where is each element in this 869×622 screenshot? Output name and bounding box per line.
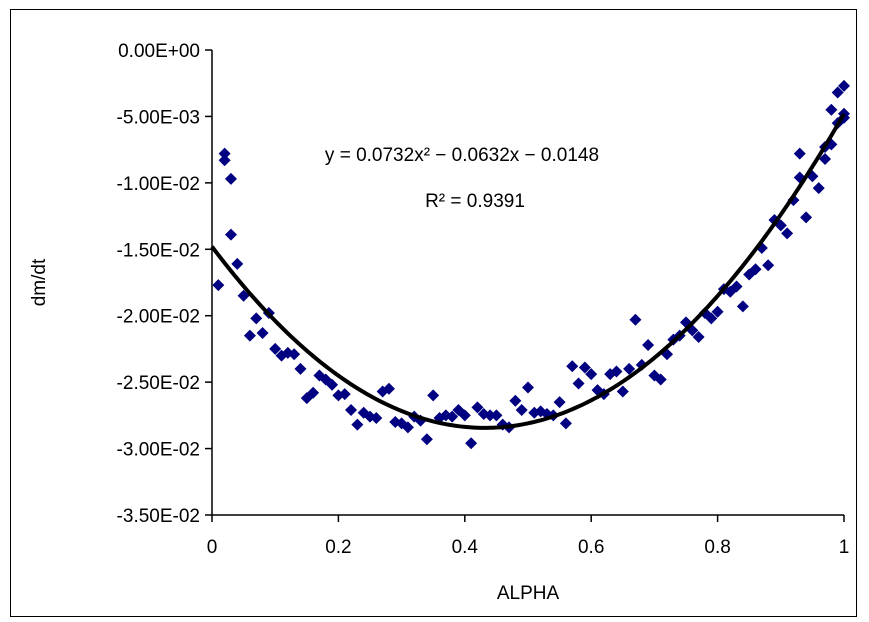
data-point [427, 389, 440, 402]
data-point [559, 417, 572, 430]
data-point [269, 342, 282, 355]
data-point [465, 437, 478, 450]
data-point [509, 394, 522, 407]
data-point [692, 330, 705, 343]
data-point [490, 409, 503, 422]
data-point [250, 312, 263, 325]
data-point [781, 227, 794, 240]
data-point [610, 365, 623, 378]
data-point [749, 263, 762, 276]
x-tick-label: 0.6 [578, 537, 604, 558]
data-point [231, 257, 244, 270]
data-point [243, 329, 256, 342]
data-point [370, 412, 383, 425]
y-tick-label: -3.00E-02 [117, 440, 200, 461]
data-point [212, 279, 225, 292]
y-tick-label: -1.00E-02 [117, 174, 200, 195]
data-point [446, 410, 459, 423]
data-point [736, 300, 749, 313]
x-axis-title: ALPHA [497, 583, 560, 604]
x-tick-label: 0 [207, 537, 218, 558]
tick-labels: 0.00E+00 -5.00E-03 -1.00E-02 -1.50E-02 -2.00… [117, 41, 850, 558]
data-point [793, 147, 806, 160]
data-point [351, 418, 364, 431]
data-point [420, 433, 433, 446]
x-tick-label: 0.2 [325, 537, 351, 558]
data-point [642, 338, 655, 351]
data-point [774, 219, 787, 232]
data-point [382, 382, 395, 395]
data-point [585, 368, 598, 381]
data-point [218, 154, 231, 167]
data-point [629, 313, 642, 326]
data-point [572, 377, 585, 390]
y-tick-label: -3.50E-02 [117, 506, 200, 527]
axes [205, 49, 845, 522]
data-point [819, 152, 832, 165]
data-point [237, 289, 250, 302]
data-point [484, 409, 497, 422]
data-point [288, 348, 301, 361]
data-point [218, 147, 231, 160]
data-point [294, 362, 307, 375]
data-point [578, 361, 591, 374]
y-tick-label: -2.00E-02 [117, 307, 200, 328]
data-point [471, 401, 484, 414]
data-point [623, 362, 636, 375]
data-point [256, 326, 269, 339]
data-point [224, 172, 237, 185]
x-tick-label: 0.4 [452, 537, 479, 558]
data-point [825, 103, 838, 116]
data-point [730, 280, 743, 293]
data-point [458, 409, 471, 422]
data-point [654, 373, 667, 386]
data-point [800, 211, 813, 224]
trendline-equation: y = 0.0732x² − 0.0632x − 0.0148 [325, 145, 599, 166]
data-point [762, 259, 775, 272]
y-tick-label: -2.50E-02 [117, 373, 200, 394]
data-point [812, 182, 825, 195]
y-axis-title: dm/dt [29, 258, 50, 306]
data-point [616, 385, 629, 398]
data-point [705, 312, 718, 325]
data-points [212, 79, 850, 450]
r-squared-label: R² = 0.9391 [425, 191, 525, 212]
data-point [553, 396, 566, 409]
data-point [566, 360, 579, 373]
y-tick-label: -5.00E-03 [117, 107, 200, 128]
x-tick-label: 0.8 [704, 537, 730, 558]
data-point [401, 421, 414, 434]
data-point [345, 404, 358, 417]
data-point [515, 404, 528, 417]
data-point [838, 79, 850, 92]
x-tick-label: 1 [839, 537, 850, 558]
data-point [326, 378, 339, 391]
data-point [338, 388, 351, 401]
y-tick-label: 0.00E+00 [118, 41, 200, 62]
y-tick-label: -1.50E-02 [117, 240, 200, 261]
data-point [224, 228, 237, 241]
data-point [522, 381, 534, 394]
data-point [831, 86, 844, 99]
trendline [210, 112, 846, 430]
data-point [307, 386, 320, 399]
data-point [711, 305, 724, 318]
